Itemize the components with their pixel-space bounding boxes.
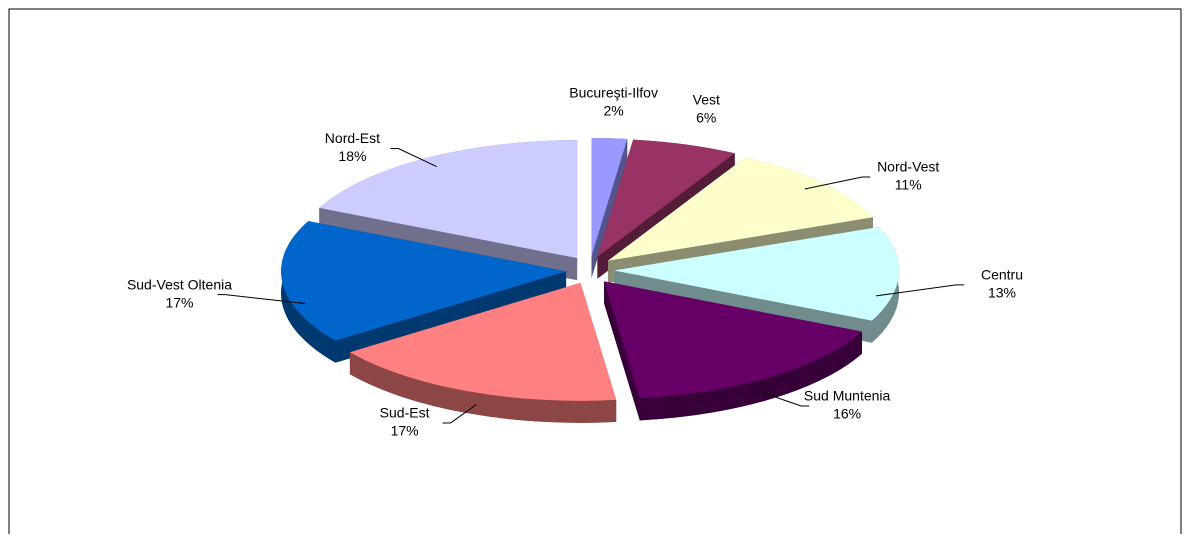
labels: Bucureşti-Ilfov 2% Vest 6% Nord-Vest 11% Centr… xyxy=(127,84,1023,438)
slice-value-label: 6% xyxy=(696,110,716,126)
chart-frame xyxy=(8,8,1182,534)
leader-line xyxy=(875,284,965,297)
slice-label: Nord-Est xyxy=(325,130,380,146)
slice-sides xyxy=(281,138,899,423)
slice-edge xyxy=(591,138,628,279)
slice-edge xyxy=(604,281,640,421)
slice xyxy=(613,227,899,321)
slice-value-label: 17% xyxy=(391,423,419,439)
leader-line xyxy=(390,147,437,167)
slice xyxy=(597,139,735,257)
leader-line xyxy=(217,294,306,305)
slice xyxy=(604,281,862,399)
slice-label: Centru xyxy=(981,267,1023,283)
leader-line xyxy=(442,404,477,424)
slice-value-label: 18% xyxy=(338,148,366,164)
slice-label: Nord-Vest xyxy=(877,159,939,175)
slice xyxy=(349,282,617,401)
slice-value-label: 16% xyxy=(833,406,861,422)
slice-value-label: 2% xyxy=(604,102,624,118)
slice xyxy=(608,157,873,261)
slice-label: Bucureşti-Ilfov xyxy=(569,84,658,100)
leader-line xyxy=(804,176,871,190)
slice-value-label: 11% xyxy=(895,177,922,193)
slice xyxy=(319,140,578,259)
slice-label: Sud-Vest Oltenia xyxy=(127,276,232,292)
slice xyxy=(591,138,628,257)
slice-wall xyxy=(349,352,617,423)
slice-value-label: 13% xyxy=(988,285,1016,301)
slice-wall xyxy=(639,331,862,421)
slice-label: Vest xyxy=(693,92,720,108)
leader-line xyxy=(758,390,810,407)
slice xyxy=(281,221,567,341)
slice-label: Sud Muntenia xyxy=(804,388,891,404)
slice-label: Sud-Est xyxy=(380,405,430,421)
slice-value-label: 17% xyxy=(165,294,193,310)
